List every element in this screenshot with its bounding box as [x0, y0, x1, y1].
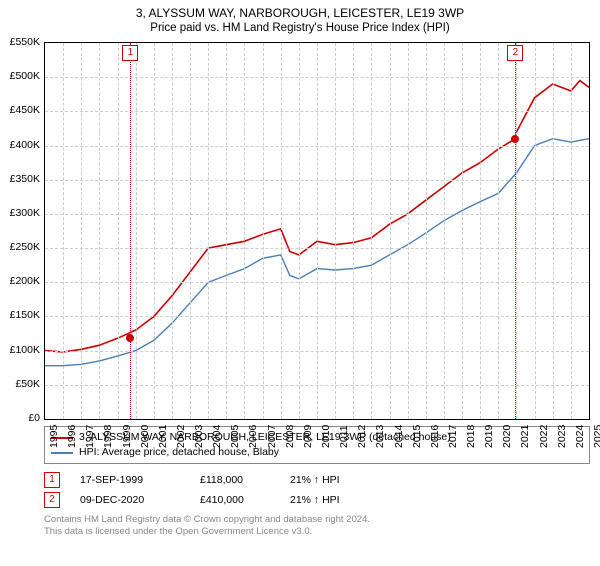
x-axis-label: 1996 — [66, 425, 78, 448]
gridline-v — [444, 43, 445, 419]
x-axis-label: 2013 — [374, 425, 386, 448]
x-axis-label: 2000 — [139, 425, 151, 448]
gridline-v — [571, 43, 572, 419]
marker-label: 2 — [507, 45, 523, 61]
transaction-marker: 1 — [44, 472, 60, 488]
y-axis-label: £400K — [0, 139, 40, 151]
x-axis-label: 1999 — [121, 425, 133, 448]
x-axis-label: 2023 — [556, 425, 568, 448]
gridline-v — [226, 43, 227, 419]
y-axis-label: £500K — [0, 70, 40, 82]
x-axis-label: 2008 — [284, 425, 296, 448]
transaction-date: 17-SEP-1999 — [80, 470, 180, 490]
gridline-v — [118, 43, 119, 419]
x-axis-label: 2005 — [229, 425, 241, 448]
gridline-v — [353, 43, 354, 419]
x-axis-label: 2002 — [175, 425, 187, 448]
gridline-v — [408, 43, 409, 419]
gridline-v — [136, 43, 137, 419]
x-axis-label: 2024 — [574, 425, 586, 448]
x-axis-label: 1995 — [48, 425, 60, 448]
gridline-v — [371, 43, 372, 419]
marker-dot — [126, 334, 134, 342]
gridline-v — [299, 43, 300, 419]
gridline-v — [63, 43, 64, 419]
gridline-v — [99, 43, 100, 419]
x-axis-label: 2018 — [465, 425, 477, 448]
y-axis-label: £300K — [0, 207, 40, 219]
transaction-row: 1 17-SEP-1999 £118,000 21% ↑ HPI — [44, 470, 590, 490]
x-axis-label: 2014 — [393, 425, 405, 448]
legend-swatch — [51, 452, 73, 454]
transaction-date: 09-DEC-2020 — [80, 490, 180, 510]
chart-subtitle: Price paid vs. HM Land Registry's House … — [0, 22, 600, 34]
copyright-line-2: This data is licensed under the Open Gov… — [44, 526, 590, 538]
x-axis-label: 2010 — [320, 425, 332, 448]
x-axis-label: 1997 — [84, 425, 96, 448]
copyright-note: Contains HM Land Registry data © Crown c… — [44, 514, 590, 538]
gridline-v — [516, 43, 517, 419]
x-axis-label: 2022 — [538, 425, 550, 448]
marker-vline — [130, 43, 131, 419]
gridline-v — [154, 43, 155, 419]
copyright-line-1: Contains HM Land Registry data © Crown c… — [44, 514, 590, 526]
transaction-marker: 2 — [44, 492, 60, 508]
gridline-v — [390, 43, 391, 419]
y-axis-label: £450K — [0, 104, 40, 116]
x-axis-label: 2017 — [447, 425, 459, 448]
marker-vline — [515, 43, 516, 419]
x-axis-label: 1998 — [102, 425, 114, 448]
transaction-hpi: 21% ↑ HPI — [290, 490, 370, 510]
transaction-hpi: 21% ↑ HPI — [290, 470, 370, 490]
x-axis-label: 2007 — [266, 425, 278, 448]
x-axis-label: 2004 — [211, 425, 223, 448]
transaction-row: 2 09-DEC-2020 £410,000 21% ↑ HPI — [44, 490, 590, 510]
gridline-v — [498, 43, 499, 419]
x-axis-label: 2003 — [193, 425, 205, 448]
gridline-v — [281, 43, 282, 419]
marker-label: 1 — [122, 45, 138, 61]
x-axis-label: 2016 — [429, 425, 441, 448]
gridline-v — [480, 43, 481, 419]
gridline-v — [81, 43, 82, 419]
gridline-v — [172, 43, 173, 419]
y-axis-label: £250K — [0, 241, 40, 253]
y-axis-label: £200K — [0, 275, 40, 287]
x-axis-label: 2012 — [356, 425, 368, 448]
x-axis-label: 2001 — [157, 425, 169, 448]
gridline-v — [535, 43, 536, 419]
x-axis-label: 2011 — [338, 425, 350, 448]
x-axis-label: 2025 — [592, 425, 600, 448]
y-axis-label: £0 — [0, 412, 40, 424]
gridline-v — [553, 43, 554, 419]
x-axis-label: 2020 — [501, 425, 513, 448]
transactions-table: 1 17-SEP-1999 £118,000 21% ↑ HPI 2 09-DEC-202… — [44, 470, 590, 510]
x-axis-label: 2009 — [302, 425, 314, 448]
y-axis-label: £350K — [0, 173, 40, 185]
x-axis-label: 2019 — [483, 425, 495, 448]
transaction-price: £410,000 — [200, 490, 270, 510]
y-axis-label: £100K — [0, 344, 40, 356]
chart-plot-area: 12 — [44, 42, 590, 420]
y-axis-label: £50K — [0, 378, 40, 390]
gridline-v — [335, 43, 336, 419]
chart-title: 3, ALYSSUM WAY, NARBOROUGH, LEICESTER, L… — [0, 6, 600, 20]
gridline-v — [426, 43, 427, 419]
gridline-v — [263, 43, 264, 419]
gridline-v — [317, 43, 318, 419]
x-axis-label: 2006 — [247, 425, 259, 448]
y-axis-label: £150K — [0, 309, 40, 321]
gridline-v — [208, 43, 209, 419]
marker-dot — [511, 135, 519, 143]
gridline-v — [462, 43, 463, 419]
x-axis-label: 2015 — [411, 425, 423, 448]
x-axis-label: 2021 — [519, 425, 531, 448]
gridline-v — [190, 43, 191, 419]
transaction-price: £118,000 — [200, 470, 270, 490]
y-axis-label: £550K — [0, 36, 40, 48]
gridline-v — [244, 43, 245, 419]
